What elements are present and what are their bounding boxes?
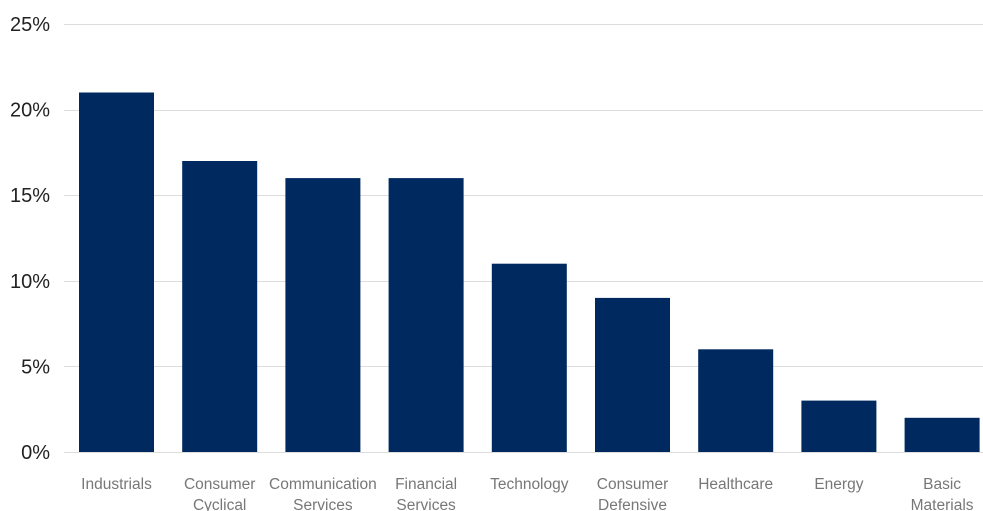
y-tick-label: 10% — [10, 271, 50, 293]
bar-2 — [285, 178, 361, 452]
y-tick-label: 5% — [21, 356, 50, 378]
bar-0 — [79, 92, 154, 452]
x-axis-tick-labels: Industrials Consumer Cyclical Communication… — [81, 476, 974, 511]
x-tick-label: Consumer Defensive — [597, 476, 669, 511]
y-tick-label: 20% — [10, 100, 50, 122]
bar-6 — [698, 349, 774, 452]
x-tick-label: Healthcare — [698, 476, 773, 493]
x-tick-label: Technology — [490, 476, 569, 493]
bar-4 — [491, 263, 567, 452]
bar-7 — [801, 400, 877, 452]
y-tick-label: 0% — [21, 442, 50, 464]
bar-1 — [182, 161, 258, 452]
x-tick-label: Communication Services — [269, 476, 377, 511]
x-tick-label: Basic Materials — [911, 476, 974, 511]
x-tick-label: Industrials — [81, 476, 152, 493]
x-tick-label: Consumer Cyclical — [184, 476, 256, 511]
bars — [79, 92, 980, 452]
bar-8 — [904, 417, 980, 452]
x-tick-label: Energy — [814, 476, 863, 493]
bar-3 — [388, 178, 464, 452]
y-tick-label: 25% — [10, 14, 50, 36]
y-axis-tick-labels: 0% 5% 10% 15% 20% 25% — [10, 14, 50, 464]
bar-5 — [595, 297, 670, 452]
y-tick-label: 15% — [10, 185, 50, 207]
x-tick-label: Financial Services — [395, 476, 457, 511]
